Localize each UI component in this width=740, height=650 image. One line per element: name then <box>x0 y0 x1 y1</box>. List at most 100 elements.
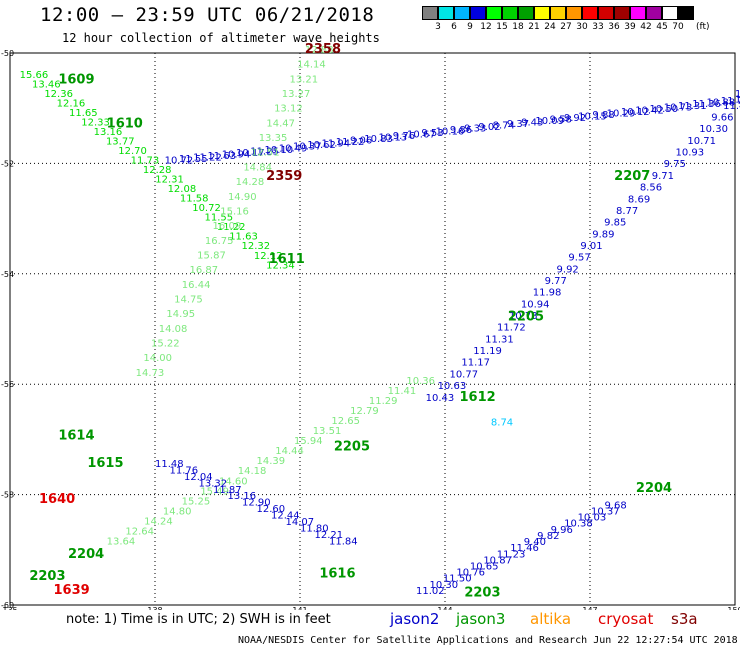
wave-height-value: 11.17 <box>461 358 490 369</box>
wave-height-value: 9.86 <box>450 125 472 136</box>
wave-height-value: 11.63 <box>229 232 258 243</box>
pass-time-label: 1640 <box>39 492 75 507</box>
wave-height-value: 12.88 <box>305 45 334 56</box>
wave-height-value: 14.80 <box>163 506 192 517</box>
wave-height-value: 11.55 <box>205 213 234 224</box>
wave-height-value: 14.95 <box>166 309 195 320</box>
pass-time-label: 2205 <box>508 310 544 325</box>
wave-height-value: 13.32 <box>199 478 228 489</box>
wave-height-value: 11.31 <box>485 334 514 345</box>
wave-height-value: 8.74 <box>491 418 513 429</box>
wave-height-value: 11.55 <box>179 154 208 165</box>
wave-height-value: 9.92 <box>564 113 586 124</box>
wave-height-value: 10.03 <box>578 513 607 524</box>
wave-height-value: 11.41 <box>388 386 417 397</box>
pass-time-label: 1611 <box>269 252 305 267</box>
wave-height-value: 9.66 <box>711 113 733 124</box>
wave-height-value: 15.16 <box>220 206 249 217</box>
x-tick-label: 147 <box>582 606 597 610</box>
wave-height-value: 11.87 <box>213 485 242 496</box>
color-swatch <box>582 6 598 20</box>
wave-height-value: 10.94 <box>222 149 251 160</box>
wave-height-value: 9.68 <box>605 500 627 511</box>
wave-height-value: 13.46 <box>32 79 61 90</box>
pass-time-label: 2205 <box>334 439 370 454</box>
color-scale-label: 70 <box>672 22 684 32</box>
wave-height-value: 16.75 <box>205 236 234 247</box>
y-tick-label: -54 <box>1 270 14 279</box>
color-scale-label: 21 <box>528 22 540 32</box>
wave-height-value: 13.21 <box>289 74 318 85</box>
color-scale-label: 6 <box>451 22 457 32</box>
wave-height-value: 12.90 <box>242 498 271 509</box>
wave-height-value: 11.46 <box>510 543 539 554</box>
wave-height-value: 10.88 <box>706 98 735 109</box>
wave-height-value: 10.62 <box>307 140 336 151</box>
color-scale-label: 39 <box>624 22 636 32</box>
x-tick-label: 135 <box>2 606 17 610</box>
color-scale-label: 18 <box>512 22 524 32</box>
wave-height-value: 11.80 <box>300 523 329 534</box>
wave-height-value: 10.65 <box>470 562 499 573</box>
y-tick-label: -50 <box>1 49 14 58</box>
color-swatch <box>598 6 614 20</box>
pass-time-label: 1639 <box>54 583 90 598</box>
wave-height-value: 14.28 <box>236 177 265 188</box>
wave-height-value: 12.65 <box>331 416 360 427</box>
wave-height-value: 15.94 <box>294 436 323 447</box>
wave-height-plot: 135 138 141 144 147 150 -50 -52 -54 -56 -58 -60 15.6… <box>1 42 740 610</box>
wave-height-value: 10.87 <box>483 555 512 566</box>
wave-height-value: 11.73 <box>131 156 160 167</box>
wave-height-value: 13.12 <box>274 104 303 115</box>
y-tick-label: -60 <box>1 601 14 610</box>
wave-height-value: 9.01 <box>580 241 602 252</box>
wave-height-value: 10.73 <box>509 311 538 322</box>
wave-height-value: 15.22 <box>151 339 180 350</box>
pass-time-label: 2204 <box>636 481 672 496</box>
wave-height-value: 14.08 <box>159 324 188 335</box>
wave-height-value: 9.58 <box>550 114 572 125</box>
wave-height-value: 10.10 <box>264 145 293 156</box>
wave-height-value: 14.39 <box>257 456 286 467</box>
pass-time-label: 1614 <box>58 428 94 443</box>
wave-height-value: 12.60 <box>257 504 286 515</box>
pass-time-label: 2203 <box>464 586 500 601</box>
pass-time-label: 1610 <box>107 117 143 132</box>
wave-height-value: 10.94 <box>521 299 550 310</box>
color-swatch <box>534 6 550 20</box>
wave-height-value: 10.15 <box>578 111 607 122</box>
wave-height-value: 12.16 <box>57 98 86 109</box>
wave-height-value: 9.53 <box>421 128 443 139</box>
wave-height-value: 10.12 <box>621 107 650 118</box>
color-swatch <box>470 6 486 20</box>
wave-height-value: 15.49 <box>200 486 229 497</box>
wave-height-value: 9.88 <box>592 110 614 121</box>
wave-height-value: 10.37 <box>293 142 322 153</box>
wave-height-value: 10.38 <box>564 519 593 530</box>
wave-height-value: 11.79 <box>721 96 740 107</box>
pass-time-label: 2207 <box>614 169 650 184</box>
wave-height-value: 9.85 <box>604 218 626 229</box>
wave-height-value: 10.67 <box>407 130 436 141</box>
wave-height-value: 15.25 <box>182 496 211 507</box>
wave-height-value: 10.42 <box>635 105 664 116</box>
wave-height-value: 11.65 <box>69 108 98 119</box>
wave-height-value: 12.28 <box>143 165 172 176</box>
color-scale-label: 24 <box>544 22 556 32</box>
pass-time-label: 2359 <box>266 169 302 184</box>
wave-height-value: 13.64 <box>107 536 136 547</box>
wave-height-value: 11.22 <box>193 152 222 163</box>
wave-height-value: 11.22 <box>336 137 365 148</box>
pass-time-label: 2204 <box>68 547 104 562</box>
wave-height-value: 10.37 <box>591 507 620 518</box>
wave-height-value: 15.87 <box>197 250 226 261</box>
wave-height-value: 11.63 <box>207 151 236 162</box>
wave-height-value: 11.22 <box>217 222 246 233</box>
wave-height-value: 12.64 <box>125 526 154 537</box>
wave-height-value: 9.37 <box>507 119 529 130</box>
wave-height-value: 9.02 <box>478 122 500 133</box>
wave-height-value: 10.17 <box>236 148 265 159</box>
color-scale-label: 12 <box>480 22 492 32</box>
color-swatch <box>614 6 630 20</box>
wave-height-value: 14.60 <box>219 476 248 487</box>
